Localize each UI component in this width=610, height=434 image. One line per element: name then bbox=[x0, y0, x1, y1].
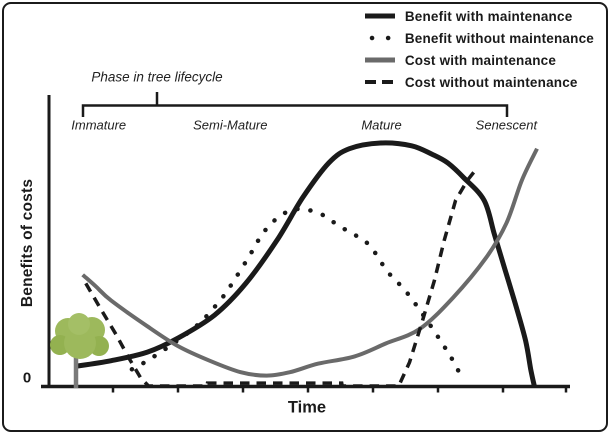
tree-icon bbox=[50, 313, 109, 388]
legend-item-benefit_without: Benefit without maintenance bbox=[363, 29, 594, 47]
axes bbox=[41, 95, 570, 393]
series-layer bbox=[74, 140, 539, 388]
legend-label: Cost without maintenance bbox=[404, 74, 578, 90]
legend: Benefit with maintenance Benefit without … bbox=[363, 7, 594, 91]
series-cost_with bbox=[81, 147, 539, 378]
series-cost_without bbox=[84, 170, 476, 388]
legend-item-benefit_with: Benefit with maintenance bbox=[363, 7, 573, 25]
series-benefit_without bbox=[129, 206, 466, 384]
legend-swatch-solid-thick-icon bbox=[364, 13, 395, 19]
tree-foliage bbox=[64, 327, 96, 359]
legend-item-cost_with: Cost with maintenance bbox=[363, 51, 556, 69]
series-benefit_with bbox=[74, 140, 537, 388]
legend-label: Cost with maintenance bbox=[404, 52, 557, 68]
x-axis-ticks bbox=[111, 386, 568, 393]
legend-label: Benefit without maintenance bbox=[404, 30, 594, 46]
legend-swatch-dashed-icon bbox=[364, 80, 395, 84]
legend-label: Benefit with maintenance bbox=[404, 8, 573, 24]
phase-bracket bbox=[81, 92, 509, 117]
legend-swatch-dotted-icon bbox=[369, 35, 392, 41]
legend-item-cost_without: Cost without maintenance bbox=[363, 73, 578, 91]
tree-foliage bbox=[68, 313, 90, 335]
legend-swatch-solid-icon bbox=[364, 57, 395, 63]
